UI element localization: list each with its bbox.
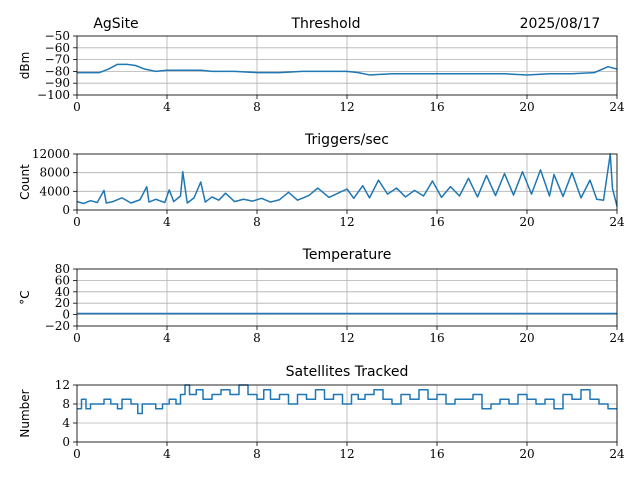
y-tick-label: 0 <box>62 435 70 449</box>
x-tick-label: 16 <box>429 215 444 229</box>
series-line-0-0 <box>77 63 618 76</box>
y-tick-label: 8 <box>62 397 70 411</box>
x-tick-label: 20 <box>519 331 534 345</box>
y-tick-label: 0 <box>62 203 70 217</box>
x-tick-label: 8 <box>253 215 261 229</box>
x-tick-label: 8 <box>253 331 261 345</box>
y-axis-label: dBm <box>18 52 32 80</box>
y-axis-label: Number <box>18 389 32 437</box>
y-axis-label: Count <box>18 164 32 200</box>
chart-panels: 0 4 8 12 16 20 24 −100−90−80−70−60−50 dBm 0 4 8 12 16… <box>18 29 625 461</box>
x-tick-label: 24 <box>609 331 625 345</box>
x-tick-label: 0 <box>73 100 81 114</box>
y-tick-label: 8000 <box>39 166 70 180</box>
y-tick-label: −50 <box>45 29 70 43</box>
x-tick-label: 24 <box>609 447 625 461</box>
x-tick-label: 8 <box>253 447 261 461</box>
x-tick-label: 8 <box>253 100 261 114</box>
series-line-1-0 <box>76 153 618 207</box>
date-label: 2025/08/17 <box>520 16 601 32</box>
x-tick-label: 4 <box>163 100 171 114</box>
x-tick-label: 12 <box>339 331 354 345</box>
y-tick-label: 4000 <box>39 184 70 198</box>
y-tick-label: −90 <box>45 76 70 90</box>
x-tick-label: 12 <box>339 447 354 461</box>
y-tick-label: 12000 <box>32 147 70 161</box>
x-tick-label: 16 <box>429 447 444 461</box>
x-tick-label: 4 <box>163 215 171 229</box>
y-tick-label: 60 <box>55 273 70 287</box>
y-tick-label: 80 <box>55 262 70 276</box>
y-tick-label: 20 <box>55 296 70 310</box>
y-tick-label: −70 <box>45 53 70 67</box>
x-tick-label: 20 <box>519 447 534 461</box>
x-tick-label: 4 <box>163 447 171 461</box>
y-tick-label: 12 <box>55 378 70 392</box>
panel-title: Temperature <box>302 247 392 263</box>
y-axis-label: °C <box>18 290 32 304</box>
y-tick-label: −100 <box>37 88 70 102</box>
panel-3: 0 4 8 12 16 20 24 0 4 8 12 Number Satellites Tracked <box>18 364 625 461</box>
series-line-3-0 <box>77 384 617 415</box>
x-tick-label: 16 <box>429 100 444 114</box>
site-name: AgSite <box>93 16 138 32</box>
x-tick-label: 4 <box>163 331 171 345</box>
y-tick-label: −60 <box>45 41 70 55</box>
y-tick-label: −80 <box>45 64 70 78</box>
x-tick-label: 24 <box>609 215 625 229</box>
x-tick-label: 0 <box>73 215 81 229</box>
y-tick-label: 40 <box>55 285 70 299</box>
y-tick-label: 0 <box>62 308 70 322</box>
panel-0: 0 4 8 12 16 20 24 −100−90−80−70−60−50 dBm <box>18 29 625 114</box>
x-tick-label: 12 <box>339 100 354 114</box>
x-tick-label: 20 <box>519 100 534 114</box>
y-tick-label: −20 <box>45 319 70 333</box>
threshold-title: Threshold <box>291 16 361 32</box>
panel-title: Triggers/sec <box>304 132 389 148</box>
x-tick-label: 20 <box>519 215 534 229</box>
x-tick-label: 24 <box>609 100 625 114</box>
panel-title: Satellites Tracked <box>286 364 409 380</box>
x-tick-label: 12 <box>339 215 354 229</box>
x-tick-label: 0 <box>73 331 81 345</box>
x-tick-label: 16 <box>429 331 444 345</box>
x-tick-label: 0 <box>73 447 81 461</box>
y-tick-label: 4 <box>62 416 70 430</box>
